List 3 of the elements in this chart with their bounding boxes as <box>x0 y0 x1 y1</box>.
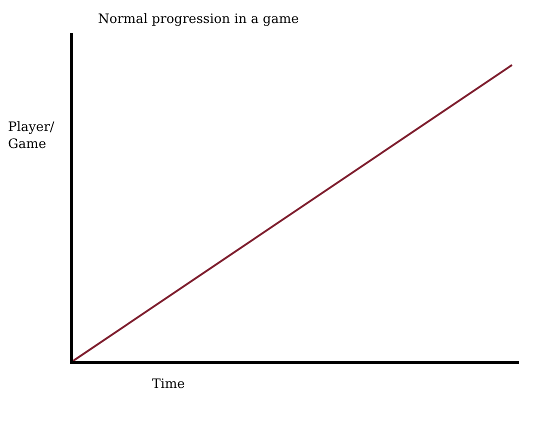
x-axis-title: Time <box>152 377 186 392</box>
chart-title: Normal progression in a game <box>98 12 300 27</box>
y-axis-title: Player/ Game <box>8 120 55 152</box>
